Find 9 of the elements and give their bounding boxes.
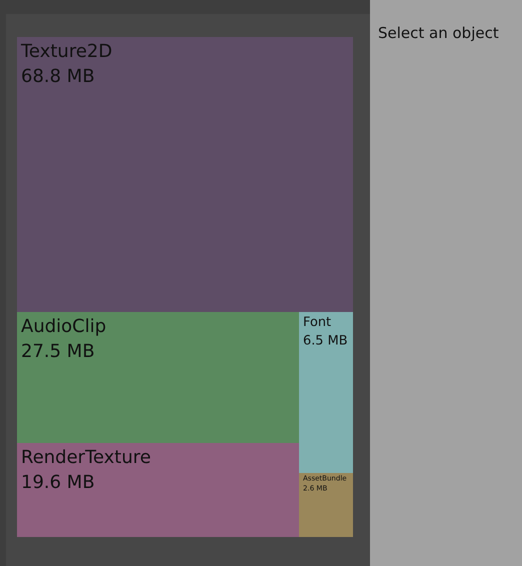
category-label: Font (303, 315, 332, 330)
text: Select an object (378, 24, 499, 42)
category-label: AudioClip (21, 316, 106, 337)
category-label: Texture2D (20, 40, 112, 62)
data-label: 27.5 MB (21, 341, 95, 362)
data-label: 68.8 MB (21, 66, 95, 87)
data-label: 6.5 MB (303, 333, 348, 348)
category-label: RenderTexture (21, 446, 151, 468)
data-label: 19.6 MB (21, 472, 95, 493)
